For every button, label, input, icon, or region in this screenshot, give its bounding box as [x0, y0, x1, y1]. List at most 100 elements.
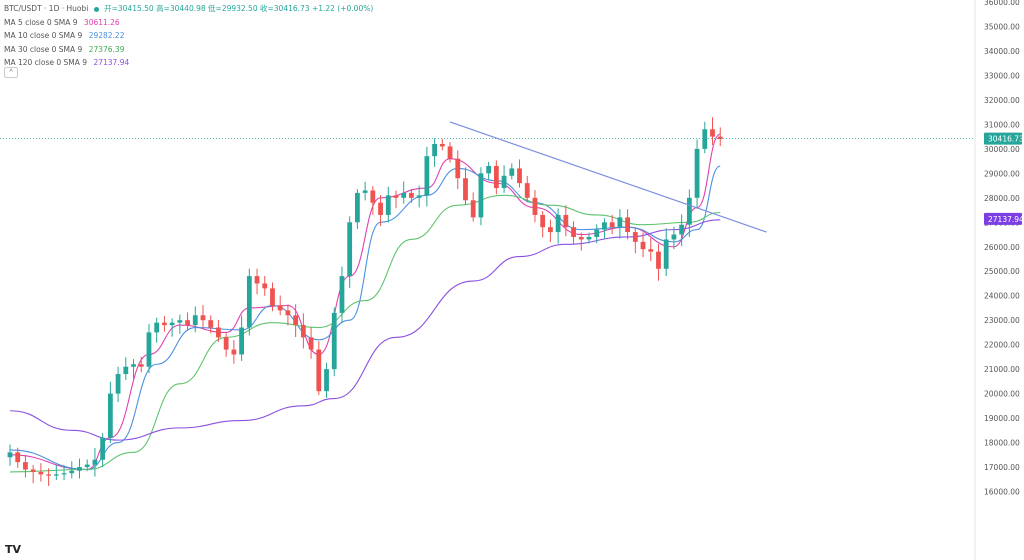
- candle: [308, 327, 314, 359]
- candle-body: [385, 195, 391, 215]
- legend-ma120[interactable]: MA 120 close 0 SMA 9 27137.94: [4, 56, 373, 70]
- candle: [239, 315, 244, 361]
- candle: [154, 317, 160, 343]
- candle: [262, 275, 268, 296]
- candle: [447, 142, 453, 163]
- candle-body: [7, 452, 13, 458]
- candle-body: [432, 143, 437, 157]
- candle-body: [609, 222, 615, 228]
- candle-body: [69, 470, 75, 474]
- candle-body: [308, 337, 314, 350]
- candle-body: [571, 227, 576, 237]
- candle-body: [316, 349, 322, 392]
- candle-body: [370, 190, 376, 203]
- candle: [524, 175, 530, 203]
- candle: [416, 185, 422, 208]
- ma-line-ma10: [9, 165, 721, 471]
- candle-body: [100, 437, 106, 460]
- legend-label: MA 120 close 0 SMA 9: [4, 58, 88, 67]
- legend-label: MA 5 close 0 SMA 9: [4, 17, 78, 27]
- y-tick-label: 33000.00: [984, 71, 1020, 80]
- candle-body: [293, 315, 299, 326]
- candle-body: [586, 236, 592, 240]
- candle-body: [663, 239, 669, 269]
- candle: [378, 195, 383, 227]
- candle: [362, 181, 368, 201]
- candle: [339, 266, 345, 323]
- candle: [617, 209, 623, 239]
- candle-body: [339, 276, 345, 313]
- candle-body: [493, 165, 499, 189]
- candle-body: [517, 168, 522, 184]
- legend-ma30[interactable]: MA 30 close 0 SMA 9 27376.39: [4, 43, 373, 57]
- candle-body: [53, 474, 59, 476]
- candle: [7, 444, 13, 466]
- candle-body: [656, 251, 661, 269]
- candle-body: [594, 229, 600, 237]
- y-tick-label: 18000.00: [984, 439, 1020, 448]
- candle: [648, 237, 654, 262]
- candle: [679, 214, 685, 247]
- status-dot-icon: [93, 6, 99, 12]
- candle-body: [686, 197, 692, 225]
- last-price-badge-bg: [984, 132, 1022, 145]
- candle: [216, 320, 221, 342]
- candle-body: [254, 276, 260, 284]
- y-tick-label: 31000.00: [984, 120, 1020, 129]
- candle-body: [123, 366, 129, 375]
- candle: [478, 167, 484, 226]
- candle-body: [115, 374, 121, 394]
- candle-body: [216, 327, 221, 338]
- candle: [138, 356, 144, 373]
- candle: [23, 454, 28, 478]
- candle-body: [710, 129, 715, 137]
- candle: [501, 165, 507, 193]
- candle-body: [177, 320, 183, 323]
- candle: [625, 209, 630, 240]
- legend-ma10[interactable]: MA 10 close 0 SMA 9 29282.22: [4, 29, 373, 43]
- ohlc-values: 开=30415.50 高=30440.98 低=29932.50 收=30416…: [104, 4, 374, 13]
- collapse-legend-button[interactable]: ^: [4, 67, 18, 78]
- candle: [231, 340, 237, 364]
- legend-ma5[interactable]: MA 5 close 0 SMA 9 30611.26: [4, 16, 373, 30]
- candle: [393, 190, 399, 209]
- trendline[interactable]: [449, 121, 767, 233]
- candle: [270, 282, 275, 312]
- candle: [347, 216, 353, 288]
- candle-body: [355, 192, 360, 223]
- ma-line-ma120: [9, 219, 721, 441]
- ma120-price-badge-text: 27137.94: [988, 215, 1024, 224]
- y-tick-label: 19000.00: [984, 414, 1020, 423]
- y-tick-label: 28000.00: [984, 194, 1020, 203]
- candle: [84, 459, 90, 472]
- candle: [316, 341, 322, 396]
- candle-body: [362, 190, 368, 193]
- candle: [77, 458, 82, 479]
- candle-body: [223, 337, 229, 350]
- y-tick-label: 34000.00: [984, 47, 1020, 56]
- candle: [277, 295, 283, 316]
- candle-body: [424, 156, 430, 196]
- y-tick-label: 35000.00: [984, 22, 1020, 31]
- candle-body: [208, 320, 214, 328]
- candle-body: [77, 467, 82, 471]
- candle-body: [401, 192, 407, 198]
- candle-body: [478, 173, 484, 218]
- candle-body: [61, 473, 67, 475]
- y-tick-label: 21000.00: [984, 365, 1020, 374]
- candle: [432, 138, 437, 167]
- candle-body: [509, 168, 515, 176]
- candle-body: [347, 222, 353, 277]
- candle: [100, 432, 106, 468]
- candle: [656, 244, 661, 281]
- candle: [602, 218, 607, 239]
- legend-label: MA 30 close 0 SMA 9: [4, 44, 83, 54]
- candle: [92, 447, 98, 477]
- candle-body: [702, 129, 708, 149]
- candle-body: [470, 200, 476, 218]
- candle: [640, 232, 646, 258]
- candle: [223, 333, 229, 357]
- candle: [663, 228, 669, 277]
- candle-body: [138, 364, 144, 367]
